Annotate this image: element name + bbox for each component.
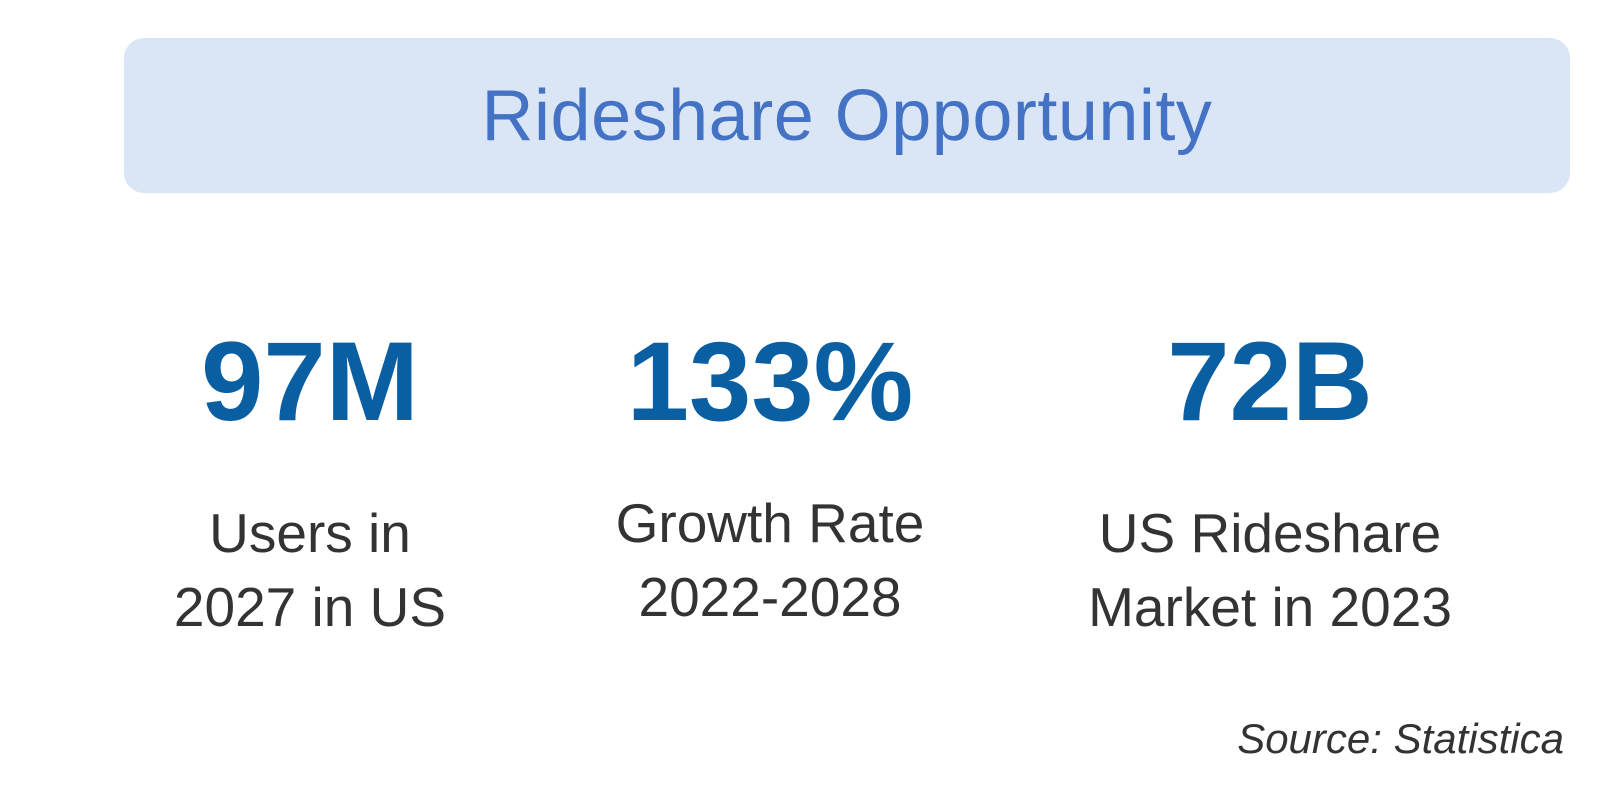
page-title: Rideshare Opportunity: [481, 75, 1213, 156]
stat-users: 97M Users in 2027 in US: [100, 0, 520, 806]
stat-label: US Rideshare Market in 2023: [1040, 496, 1500, 644]
stat-label-line: 2027 in US: [173, 576, 447, 638]
stat-growth-rate: 133% Growth Rate 2022-2028: [560, 0, 980, 806]
stat-label-line: US Rideshare: [1098, 502, 1442, 564]
title-banner: Rideshare Opportunity: [124, 38, 1570, 193]
stat-value: 133%: [626, 319, 914, 444]
source-citation: Source: Statistica: [1237, 715, 1564, 762]
stat-label: Users in 2027 in US: [100, 496, 520, 644]
stat-label-line: 2022-2028: [638, 566, 902, 628]
stat-label-line: Growth Rate: [615, 492, 925, 554]
stat-value: 97M: [201, 319, 419, 444]
stat-market-size: 72B US Rideshare Market in 2023: [1040, 0, 1500, 806]
stat-value: 72B: [1167, 319, 1373, 444]
stat-label-line: Users in: [209, 502, 411, 564]
stat-label-line: Market in 2023: [1088, 576, 1452, 638]
stat-label: Growth Rate 2022-2028: [560, 486, 980, 634]
